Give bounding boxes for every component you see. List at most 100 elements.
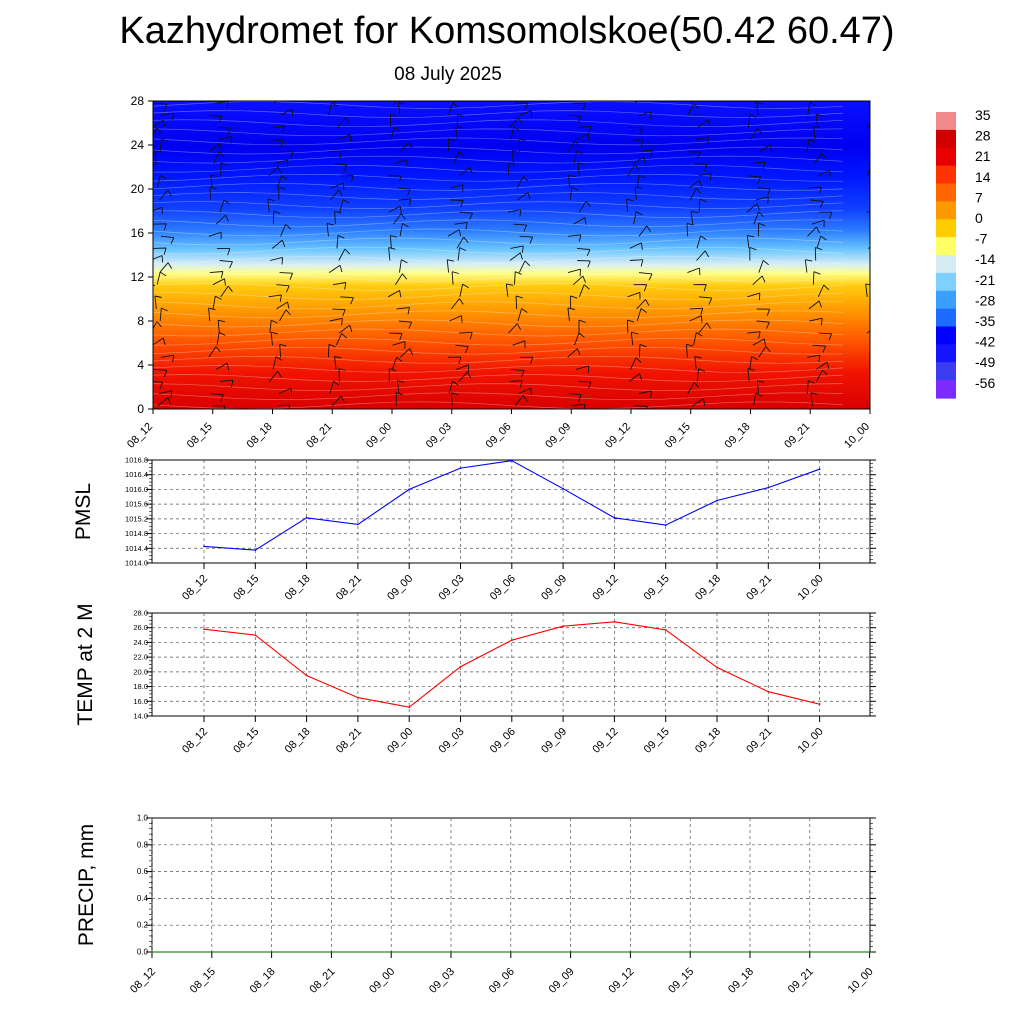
pmsl-y-tick-label: 1016.0 (125, 485, 148, 494)
temp-data-point (767, 690, 770, 693)
colorbar-label: -7 (975, 231, 988, 247)
precip-data-point (210, 951, 213, 953)
precip-y-axis-title: PRECIP, mm (75, 824, 98, 946)
cs-x-tick-label: 09_18 (723, 421, 753, 451)
pmsl-data-point (562, 487, 564, 490)
temp-data-point (408, 706, 411, 709)
temp-data-point (510, 639, 513, 642)
pmsl-data-point (305, 516, 308, 519)
cs-x-tick-label: 09_09 (543, 421, 573, 451)
colorbar-label: -21 (975, 272, 995, 288)
colorbar-label: 21 (975, 148, 991, 164)
precip-data-point (629, 951, 632, 953)
temp-x-tick-label: 08_18 (283, 726, 313, 756)
pmsl-data-point (357, 523, 359, 526)
colorbar-swatch (936, 272, 956, 292)
temp-frame (151, 612, 871, 717)
temp-y-tick-label: 18.0 (133, 682, 148, 691)
colorbar-swatch (936, 183, 956, 202)
precip-y-tick-label: 1.0 (137, 814, 149, 823)
temp-data-point (357, 696, 359, 699)
temp-y-tick-label: 14.0 (133, 712, 148, 721)
temp-x-tick-label: 08_12 (180, 726, 210, 756)
cs-y-tick-label: 4 (137, 358, 144, 372)
cs-x-tick-label: 10_00 (842, 421, 872, 451)
colorbar-swatch (936, 165, 956, 185)
colorbar-label: -56 (975, 375, 995, 391)
temp-x-tick-label: 10_00 (796, 726, 826, 756)
temp-x-tick-label: 09_18 (693, 726, 723, 756)
temp-x-tick-label: 09_15 (642, 726, 672, 756)
precip-x-tick-label: 10_00 (846, 966, 876, 996)
precip-x-tick-label: 09_21 (786, 966, 816, 996)
pmsl-data-point (818, 468, 821, 471)
pmsl-x-tick-label: 09_15 (642, 573, 672, 603)
colorbar-swatch (936, 380, 956, 399)
precip-data-point (689, 951, 692, 953)
pmsl-panel: 1016.8 1016.4 1016.0 1015.6 1015.2 1014.8 1014… (72, 456, 876, 603)
temp-y-tick-label: 26.0 (133, 623, 148, 632)
colorbar-swatch (936, 255, 956, 274)
temp-y-tick-label: 28.0 (133, 609, 148, 618)
precip-x-tick-label: 09_12 (606, 966, 636, 996)
pmsl-x-tick-label: 08_12 (180, 573, 210, 603)
temp-y-axis-title: TEMP at 2 M (74, 603, 97, 725)
precip-x-tick-label: 09_03 (427, 966, 457, 996)
pmsl-y-tick-label: 1016.4 (125, 470, 148, 479)
colorbar-swatch (936, 112, 956, 131)
cs-x-tick-label: 09_03 (424, 421, 454, 451)
precip-y-tick-label: 0.2 (137, 921, 149, 930)
cs-x-tick-label: 08_12 (125, 421, 155, 451)
precip-x-tick-label: 09_09 (547, 966, 577, 996)
temp-x-tick-label: 08_15 (231, 726, 261, 756)
cs-x-tick-label: 09_06 (484, 421, 514, 451)
pmsl-data-point (459, 467, 462, 469)
precip-data-point (390, 951, 393, 953)
cs-x-tick-label: 08_18 (245, 421, 275, 451)
cs-y-tick-label: 20 (131, 182, 145, 196)
precip-y-tick-label: 0.4 (137, 894, 149, 903)
cross-section-panel: 0 4 8 12 16 20 24 28 08_12 08_15 08_18 08_21 09_00 09… (125, 94, 872, 451)
temp-data-point (664, 629, 667, 631)
pmsl-y-axis-title: PMSL (72, 483, 95, 540)
pmsl-data-point (716, 499, 718, 502)
temp-data-point (203, 628, 205, 631)
precip-data-point (569, 951, 572, 953)
colorbar-label: -14 (975, 251, 995, 267)
cs-y-tick-label: 8 (137, 314, 144, 328)
precip-x-tick-label: 09_00 (367, 966, 397, 996)
temp-series-line (203, 621, 820, 708)
precip-x-tick-label: 08_15 (188, 966, 218, 996)
temp-data-point (716, 666, 718, 669)
temp-data-point (613, 620, 616, 623)
temp-x-tick-label: 08_21 (334, 726, 364, 756)
cs-y-tick-label: 24 (131, 138, 145, 152)
cs-y-tick-label: 0 (137, 402, 144, 416)
precip-x-tick-label: 09_06 (487, 966, 517, 996)
pmsl-y-tick-label: 1015.6 (125, 500, 148, 509)
colorbar-label: 14 (975, 169, 991, 185)
colorbar-swatch (936, 147, 956, 167)
colorbar: 35 28 21 14 7 0 -7 -14 -21 -28 -35 -42 -49 -56 (936, 107, 995, 399)
colorbar-swatch (936, 219, 956, 238)
colorbar-label: 0 (975, 210, 983, 226)
pmsl-y-tick-label: 1016.8 (125, 456, 148, 465)
pmsl-data-point (254, 549, 257, 551)
cs-x-tick-label: 08_21 (304, 421, 334, 451)
precip-y-tick-label: 0.8 (137, 840, 149, 849)
precip-data-point (151, 951, 153, 953)
colorbar-label: 28 (975, 128, 991, 144)
cs-x-tick-label: 09_00 (364, 421, 394, 451)
pmsl-data-point (408, 488, 411, 491)
cs-y-tick-label: 12 (131, 270, 145, 284)
pmsl-y-tick-label: 1014.0 (125, 559, 148, 568)
temp-y-tick-label: 20.0 (133, 667, 148, 676)
pmsl-y-tick-label: 1015.2 (125, 514, 148, 523)
precip-data-point (450, 951, 452, 953)
cs-x-tick-label: 08_15 (185, 421, 215, 451)
temp-x-tick-label: 09_00 (385, 726, 415, 756)
colorbar-swatch (936, 362, 956, 381)
pmsl-data-point (203, 545, 205, 548)
colorbar-label: -42 (975, 334, 995, 350)
temp-y-tick-label: 22.0 (133, 653, 148, 662)
